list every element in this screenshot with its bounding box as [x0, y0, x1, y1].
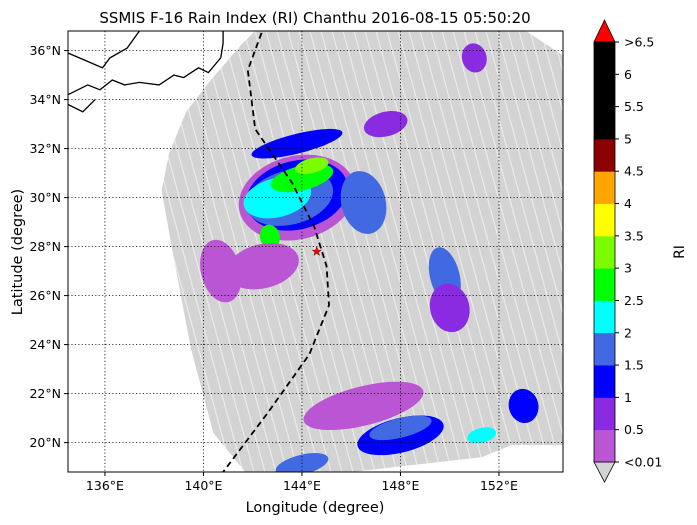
scan-line	[507, 31, 563, 472]
colorbar-under-triangle	[593, 461, 616, 483]
rain-cluster	[200, 239, 242, 303]
colorbar-tick-label: 6	[624, 67, 632, 82]
colorbar-tick-label: >6.5	[624, 35, 654, 50]
colorbar-label: RI	[672, 245, 688, 259]
colorbar-segment	[594, 332, 615, 366]
y-tick-label: 24°N	[29, 337, 61, 352]
scan-line	[640, 31, 697, 472]
rain-cluster	[303, 381, 424, 431]
colorbar-segment	[594, 300, 615, 334]
overlay-layer	[68, 31, 330, 472]
x-tick-label: 152°E	[480, 478, 518, 493]
scan-line	[485, 31, 563, 472]
storm-track	[222, 31, 330, 472]
colorbar-tick-label: 2	[624, 325, 632, 340]
coastline	[68, 99, 96, 113]
scan-line	[518, 31, 563, 472]
colorbar-segment	[594, 429, 615, 463]
colorbar-segment	[594, 235, 615, 269]
colorbar-segment	[594, 42, 615, 75]
y-tick-label: 22°N	[29, 386, 61, 401]
plot-frame	[67, 30, 564, 473]
x-tick-label: 136°E	[86, 478, 124, 493]
y-tick-label: 28°N	[29, 239, 61, 254]
scan-line	[331, 31, 453, 472]
chart-title: SSMIS F-16 Rain Index (RI) Chanthu 2016-…	[99, 9, 530, 27]
scan-line	[463, 31, 563, 472]
colorbar-frame	[593, 41, 616, 463]
colorbar-tick-label: 2.5	[624, 293, 644, 308]
rain-cluster	[226, 242, 299, 290]
scan-line	[452, 31, 563, 472]
colorbar-tick-label: 1	[624, 390, 632, 405]
colorbar-tick-label: 4	[624, 196, 632, 211]
scan-line	[364, 31, 486, 472]
scan-line	[496, 31, 563, 472]
coastline	[68, 31, 140, 69]
scan-line	[353, 31, 475, 472]
storm-center-marker	[311, 246, 322, 256]
colorbar-tick-label: 4.5	[624, 164, 644, 179]
x-tick-label: 148°E	[381, 478, 419, 493]
colorbar-tick-label: 3.5	[624, 228, 644, 243]
y-tick-label: 34°N	[29, 92, 61, 107]
scan-line	[408, 31, 530, 472]
colorbar-segment	[594, 397, 615, 431]
colorbar-segment	[594, 203, 615, 237]
rain-cluster	[508, 388, 539, 423]
scan-line	[540, 31, 563, 472]
y-tick-label: 32°N	[29, 141, 61, 156]
rain-cluster	[369, 415, 432, 441]
scan-line	[161, 31, 255, 472]
rain-cluster	[340, 171, 387, 234]
rain-cluster	[251, 128, 343, 159]
rain-cluster	[467, 427, 497, 444]
coastline	[68, 31, 224, 96]
y-tick-label: 20°N	[29, 435, 61, 450]
scan-line	[342, 31, 464, 472]
x-tick-label: 140°E	[184, 478, 222, 493]
colorbar-tick-label: 5.5	[624, 99, 644, 114]
colorbar-segment	[594, 268, 615, 301]
y-axis-ticks: 20°N 22°N 24°N 26°N 28°N 30°N 32°N 34°N 36°N	[29, 43, 68, 450]
y-tick-label: 30°N	[29, 190, 61, 205]
scan-line	[0, 31, 1, 472]
scan-line	[562, 31, 563, 472]
grid-lines	[68, 31, 563, 472]
colorbar-segment	[594, 138, 615, 172]
colorbar-tick-label: 5	[624, 131, 632, 146]
colorbar-tick-label: 1.5	[624, 358, 644, 373]
rain-cluster	[295, 157, 329, 174]
colorbar-segment	[594, 106, 615, 140]
colorbar-tick-label: 3	[624, 261, 632, 276]
x-axis-ticks: 136°E 140°E 144°E 148°E 152°E	[86, 472, 518, 493]
y-axis-label: Latitude (degree)	[10, 189, 26, 315]
scan-line	[441, 31, 563, 472]
scan-line	[474, 31, 563, 472]
scan-line	[161, 31, 244, 472]
colorbar-tick-label: 0.5	[624, 422, 644, 437]
scan-line	[397, 31, 519, 472]
rain-cluster	[275, 453, 329, 472]
colorbar-segment	[594, 365, 615, 398]
colorbar: <0.01 0.5 1 1.5 2 2.5 3 3.5 4 4.5 5 5.5 6 >6.5	[593, 19, 662, 483]
x-tick-label: 144°E	[283, 478, 321, 493]
colorbar-segment	[594, 74, 615, 108]
scan-line	[529, 31, 563, 472]
rain-cluster	[259, 224, 280, 249]
y-tick-label: 26°N	[29, 288, 61, 303]
y-tick-label: 36°N	[29, 43, 61, 58]
no-rain-swath	[161, 31, 563, 472]
colorbar-over-triangle	[593, 19, 616, 43]
rain-cluster	[363, 111, 408, 138]
x-axis-label: Longitude (degree)	[246, 500, 385, 516]
colorbar-segment	[594, 171, 615, 204]
colorbar-tick-label: <0.01	[624, 455, 662, 470]
